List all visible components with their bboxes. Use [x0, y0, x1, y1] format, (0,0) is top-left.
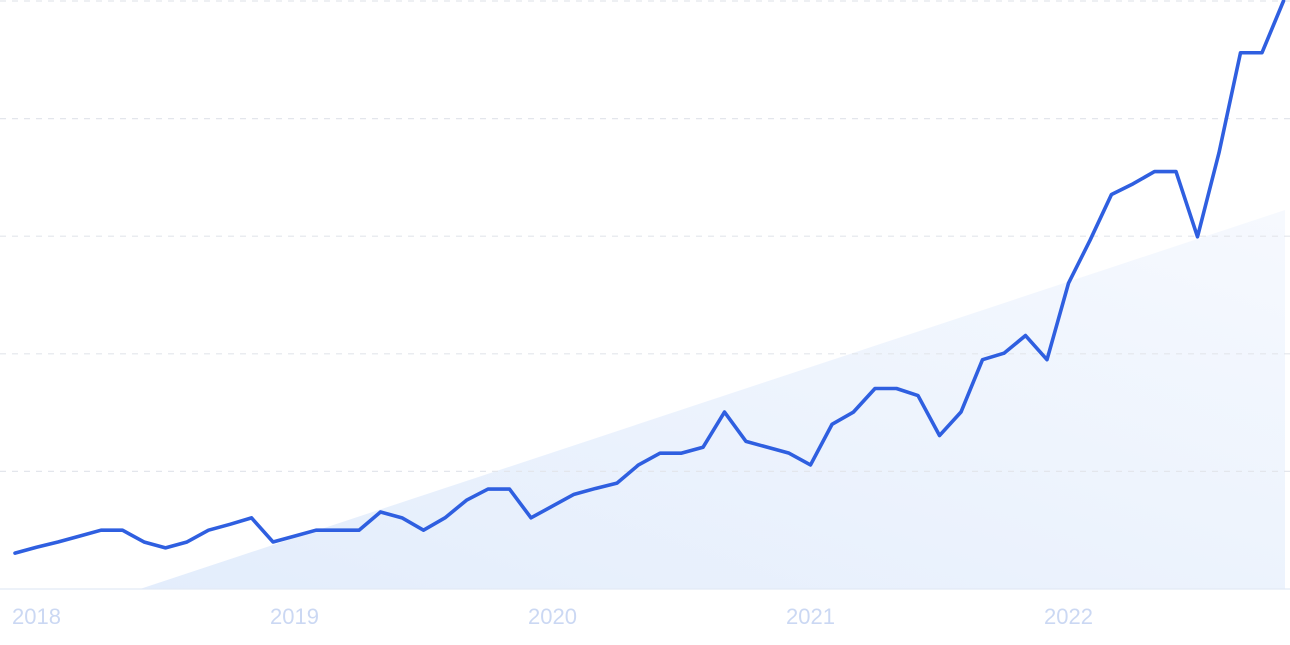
trend-line	[13, 0, 1286, 555]
x-tick-label: 2020	[528, 604, 577, 629]
x-tick-label: 2018	[12, 604, 61, 629]
x-tick-label: 2022	[1044, 604, 1093, 629]
x-tick-label: 2021	[786, 604, 835, 629]
x-tick-label: 2019	[270, 604, 319, 629]
background-shade	[140, 210, 1285, 589]
